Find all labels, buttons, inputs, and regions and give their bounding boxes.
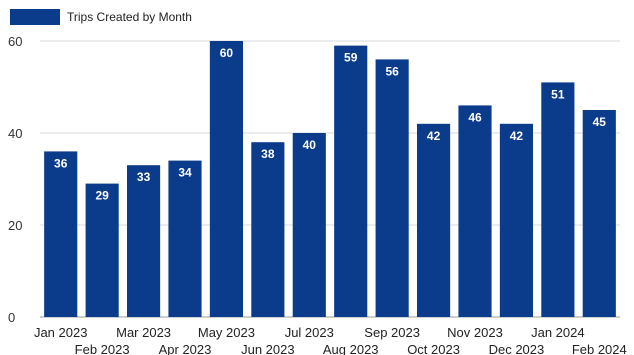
bar — [292, 133, 326, 317]
data-label: 46 — [468, 110, 482, 124]
x-tick-label: Dec 2023 — [489, 342, 545, 355]
bar — [44, 151, 78, 317]
bar — [334, 45, 368, 317]
x-tick-label: Jun 2023 — [241, 342, 295, 355]
data-label: 45 — [593, 115, 607, 129]
bar — [127, 165, 161, 317]
x-tick-label: Feb 2023 — [75, 342, 130, 355]
x-tick-label: Aug 2023 — [323, 342, 379, 355]
data-label: 56 — [385, 64, 399, 78]
data-label: 38 — [261, 147, 275, 161]
x-tick-label: Mar 2023 — [116, 325, 171, 340]
x-tick-label: Jan 2023 — [34, 325, 88, 340]
bar — [541, 82, 575, 318]
bar — [417, 123, 451, 317]
bar — [85, 183, 119, 317]
y-tick-label: 60 — [8, 34, 22, 49]
data-label: 51 — [551, 87, 565, 101]
bar — [251, 142, 285, 317]
x-tick-label: Jan 2024 — [531, 325, 585, 340]
legend: Trips Created by Month — [10, 8, 192, 25]
data-label: 29 — [95, 189, 109, 203]
bar — [168, 160, 202, 317]
data-label: 42 — [427, 129, 441, 143]
x-tick-label: Nov 2023 — [447, 325, 503, 340]
y-tick-label: 0 — [8, 310, 15, 325]
legend-label: Trips Created by Month — [67, 9, 192, 24]
x-tick-label: Apr 2023 — [159, 342, 212, 355]
data-label: 34 — [178, 166, 192, 180]
y-tick-label: 40 — [8, 126, 22, 141]
bar — [375, 59, 409, 318]
x-tick-label: Oct 2023 — [407, 342, 460, 355]
data-label: 60 — [220, 46, 234, 60]
bar — [209, 41, 243, 317]
bar — [458, 105, 492, 318]
bar — [582, 110, 616, 317]
bar — [499, 123, 533, 317]
data-label: 36 — [54, 156, 68, 170]
x-tick-label: Feb 2024 — [572, 342, 627, 355]
x-tick-label: Sep 2023 — [364, 325, 420, 340]
data-label: 42 — [510, 129, 524, 143]
x-tick-label: May 2023 — [198, 325, 255, 340]
data-label: 59 — [344, 51, 358, 65]
data-label: 33 — [137, 170, 151, 184]
x-tick-label: Jul 2023 — [285, 325, 334, 340]
data-label: 40 — [303, 138, 317, 152]
legend-swatch — [10, 8, 60, 25]
y-tick-label: 20 — [8, 218, 22, 233]
